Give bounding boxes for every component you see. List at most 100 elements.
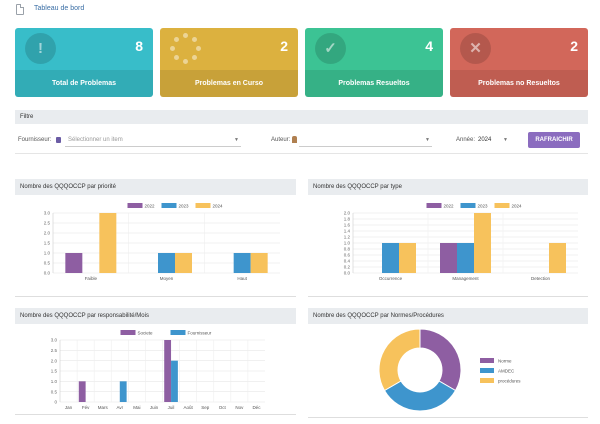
panel-divider [308,417,588,418]
bar [171,360,178,402]
donut-slice [383,380,457,412]
bar [175,253,192,273]
x-tick-label: Déc [252,405,261,410]
supplier-label: Fournisseur: [18,137,52,143]
spinner-icon [170,33,201,64]
refresh-button[interactable]: RAFRAICHIR [528,132,580,148]
legend-label: 2023 [179,204,190,209]
y-tick-label: 1.2 [344,235,351,240]
priority-bar-chart: 0.0 0.5 1.0 1.5 2.0 2.5 3.0 2022 2023 2024 Faible M… [44,203,280,281]
bar [164,340,172,402]
y-tick-label: 3.0 [44,211,51,216]
legend-swatch [161,203,177,208]
panel-title-responsibility: Nombre des QQQOCCP par responsabilité/Mo… [15,308,296,324]
y-tick-label: 0 [54,400,57,405]
x-tick-label: Moyen [160,276,174,281]
x-tick-label: Avr [116,405,123,410]
check-circle-icon: ✓ [315,33,346,64]
legend-label: 2024 [213,204,224,209]
panel-title-norms: Nombre des QQQOCCP par Normes/Procédures [308,308,588,324]
y-tick-label: 2.0 [344,211,351,216]
y-tick-label: 1.0 [51,379,58,384]
legend-label: Fournisseur [188,331,212,336]
bar [78,381,86,402]
y-tick-label: 2.5 [51,348,58,353]
bar [474,213,491,273]
card-unresolved[interactable]: ✕ 2 Problemas no Resueltos [450,28,588,97]
document-icon [16,4,24,15]
legend-label: procédures [498,379,521,384]
year-label: Année: [456,137,476,143]
month-bar-chart: 0 0.5 1.0 1.5 2.0 2.5 3.0 Societe Fournisseur Jan… [51,330,265,410]
card-resolved[interactable]: ✓ 4 Problemas Resueltos [305,28,443,97]
bar [158,253,175,273]
legend-label: Norme [498,359,512,364]
x-tick-label: Juil [168,405,175,410]
legend-label: 2022 [444,204,455,209]
x-tick-label: Detection [531,276,551,281]
chevron-down-icon: ▼ [234,137,239,143]
chevron-down-icon: ▼ [425,137,430,143]
legend-swatch [480,368,494,373]
chevron-down-icon: ▼ [503,137,508,143]
panel-title-priority: Nombre des QQQOCCP par priorité [15,179,296,195]
divider [15,153,588,154]
card-label: Problemas en Curso [160,70,298,97]
legend-label: 2023 [478,204,489,209]
filter-header: Filtre [15,110,588,124]
exclamation-icon: ! [25,33,56,64]
y-tick-label: 0.4 [344,259,351,264]
bar [119,381,127,402]
y-tick-label: 0.2 [344,265,351,270]
x-tick-label: Nov [235,405,244,410]
panel-divider [308,296,588,297]
x-tick-label: Oct [219,405,227,410]
bar [399,243,416,273]
x-tick-label: Faible [85,276,98,281]
y-tick-label: 0.8 [344,247,351,252]
bar [440,243,457,273]
supplier-select[interactable]: Sélectionner un item ▼ [65,134,241,147]
supplier-placeholder: Sélectionner un item [68,137,123,143]
x-tick-label: Fév [82,405,90,410]
card-value: 8 [135,38,143,54]
legend-swatch [120,330,136,335]
y-tick-label: 3.0 [51,338,58,343]
y-tick-label: 1.0 [44,251,51,256]
legend-swatch [426,203,442,208]
legend-swatch [480,378,494,383]
card-total-problems[interactable]: ! 8 Total de Problemas [15,28,153,97]
supplier-icon [56,137,61,143]
y-tick-label: 1.0 [344,241,351,246]
y-tick-label: 0.0 [44,271,51,276]
bar [457,243,474,273]
y-tick-label: 0.0 [344,271,351,276]
y-tick-label: 0.5 [51,389,58,394]
author-select[interactable]: ▼ [299,134,432,147]
panel-divider [15,414,296,415]
donut-slice [378,328,421,392]
bar [250,253,268,273]
times-circle-icon: ✕ [460,33,491,64]
y-tick-label: 2.5 [44,221,51,226]
legend-swatch [480,358,494,363]
bar [382,243,399,273]
legend-swatch [460,203,476,208]
x-tick-label: Août [183,405,193,410]
year-select[interactable]: 2024 ▼ [475,134,510,147]
y-tick-label: 0.6 [344,253,351,258]
bar [99,213,117,273]
x-tick-label: Jan [65,405,73,410]
legend-swatch [170,330,186,335]
y-tick-label: 1.6 [344,223,351,228]
legend-swatch [195,203,211,208]
filter-row: Fournisseur: Sélectionner un item ▼ Aute… [15,131,588,149]
card-in-progress[interactable]: 2 Problemas en Curso [160,28,298,97]
x-tick-label: Occurrence [379,276,403,281]
top-bar: Tableau de bord [0,0,600,20]
y-tick-label: 1.4 [344,229,351,234]
y-tick-label: 0.5 [44,261,51,266]
legend-label: 2024 [512,204,523,209]
legend-label: Societe [138,331,154,336]
breadcrumb[interactable]: Tableau de bord [34,5,85,12]
